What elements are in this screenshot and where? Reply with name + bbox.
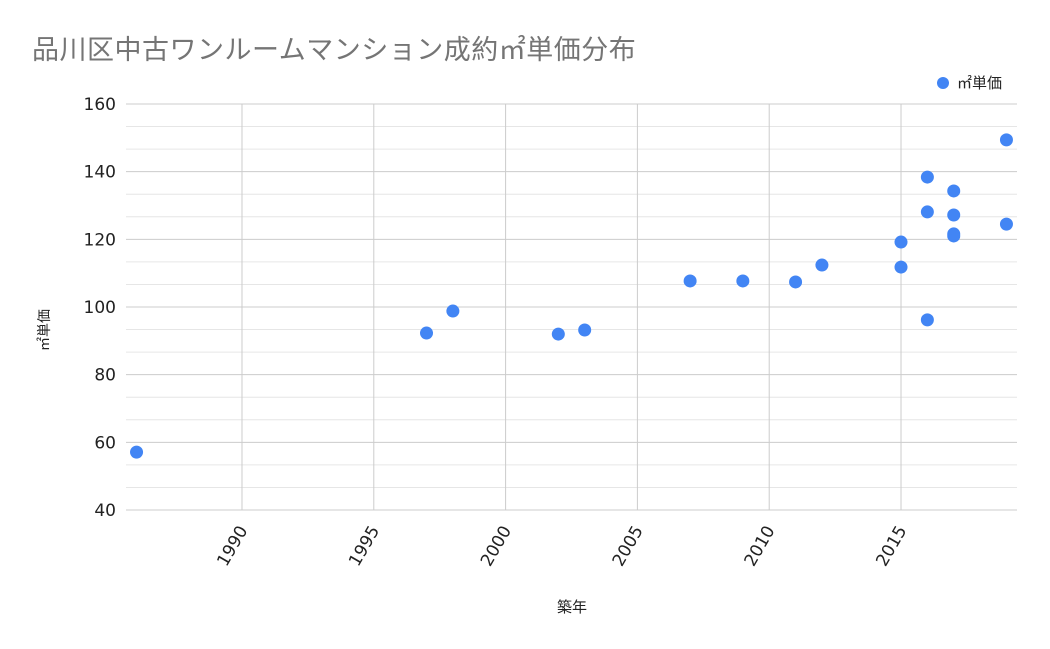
y-tick-label: 120 <box>84 230 116 250</box>
x-axis-ticks: 1990 1995 2000 2005 2010 2015 <box>213 523 911 570</box>
x-tick-label: 2010 <box>741 523 780 570</box>
x-tick-label: 1990 <box>213 523 252 570</box>
y-tick-label: 140 <box>84 163 116 183</box>
data-point <box>894 260 908 274</box>
x-tick-label: 1995 <box>345 523 384 570</box>
y-axis-title: ㎡単価 <box>37 309 53 351</box>
data-point <box>420 326 434 340</box>
y-tick-label: 100 <box>84 298 116 318</box>
y-tick-label: 80 <box>94 366 116 386</box>
x-tick-label: 2000 <box>477 523 516 570</box>
y-tick-label: 160 <box>84 95 116 115</box>
y-axis-ticks: 40 60 80 100 120 140 160 <box>84 95 116 521</box>
data-point <box>999 133 1013 147</box>
data-point <box>894 235 908 249</box>
y-tick-label: 40 <box>94 501 116 521</box>
x-tick-label: 2015 <box>872 523 911 570</box>
data-point <box>578 323 592 337</box>
data-point <box>947 208 961 222</box>
data-point <box>815 258 829 272</box>
legend-marker-icon <box>937 76 949 89</box>
data-point <box>920 205 934 219</box>
data-point <box>736 274 750 288</box>
x-axis-title: 築年 <box>556 598 588 616</box>
legend: ㎡単価 <box>937 72 1002 93</box>
data-point <box>999 217 1013 231</box>
x-tick-label: 2005 <box>609 523 648 570</box>
data-points <box>130 133 1013 459</box>
legend-label: ㎡単価 <box>957 74 1003 92</box>
data-point <box>947 184 961 198</box>
chart-title: 品川区中古ワンルームマンション成約㎡単価分布 <box>32 35 637 66</box>
data-point <box>551 327 565 341</box>
data-point <box>130 445 144 459</box>
y-tick-label: 60 <box>94 433 116 453</box>
data-point <box>683 274 697 288</box>
data-point <box>920 313 934 327</box>
gridlines <box>126 103 1017 511</box>
data-point <box>920 170 934 184</box>
data-point <box>789 275 803 289</box>
data-point <box>947 229 961 243</box>
data-point <box>446 304 460 318</box>
